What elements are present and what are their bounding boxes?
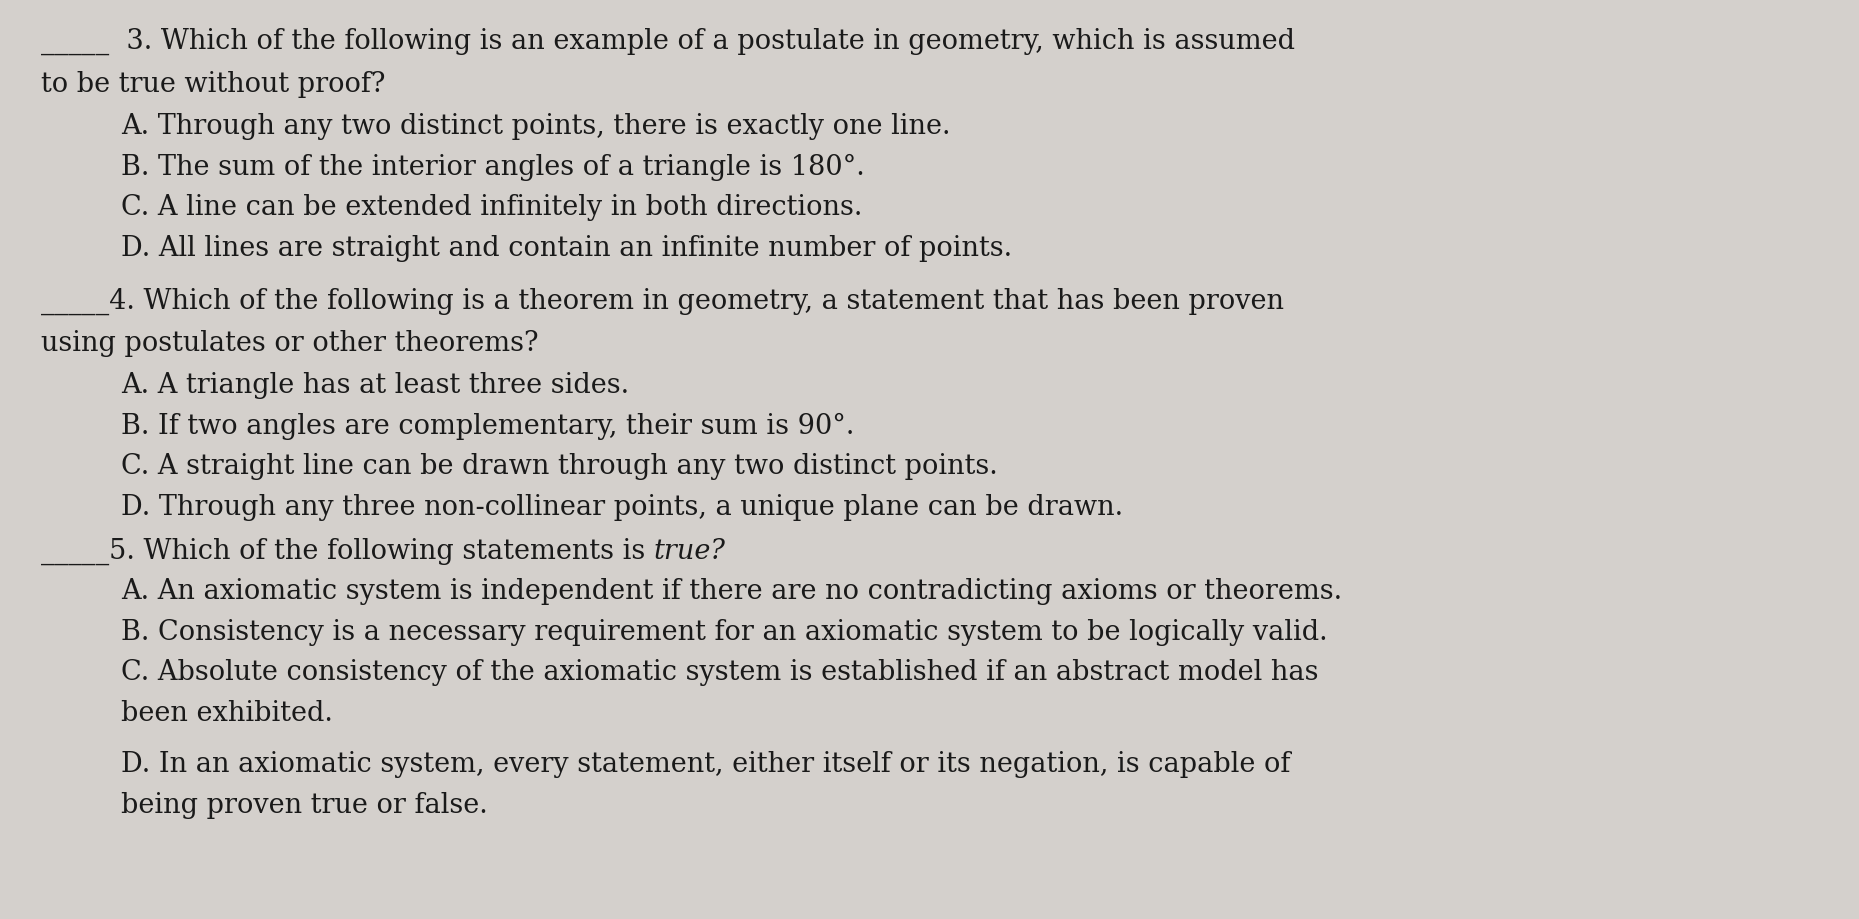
Text: C. A straight line can be drawn through any two distinct points.: C. A straight line can be drawn through … <box>121 453 998 481</box>
Text: to be true without proof?: to be true without proof? <box>41 71 385 98</box>
Text: being proven true or false.: being proven true or false. <box>121 791 487 819</box>
Text: been exhibited.: been exhibited. <box>121 699 333 727</box>
Text: B. If two angles are complementary, their sum is 90°.: B. If two angles are complementary, thei… <box>121 413 853 440</box>
Text: _____  3. Which of the following is an example of a postulate in geometry, which: _____ 3. Which of the following is an ex… <box>41 28 1296 55</box>
Text: B. Consistency is a necessary requirement for an axiomatic system to be logicall: B. Consistency is a necessary requiremen… <box>121 618 1327 646</box>
Text: A. A triangle has at least three sides.: A. A triangle has at least three sides. <box>121 372 628 400</box>
Text: D. All lines are straight and contain an infinite number of points.: D. All lines are straight and contain an… <box>121 234 1011 262</box>
Text: true?: true? <box>654 538 725 565</box>
Text: C. Absolute consistency of the axiomatic system is established if an abstract mo: C. Absolute consistency of the axiomatic… <box>121 659 1318 686</box>
Text: D. Through any three non-collinear points, a unique plane can be drawn.: D. Through any three non-collinear point… <box>121 494 1123 521</box>
Text: B. The sum of the interior angles of a triangle is 180°.: B. The sum of the interior angles of a t… <box>121 153 864 181</box>
Text: A. Through any two distinct points, there is exactly one line.: A. Through any two distinct points, ther… <box>121 113 950 141</box>
Text: C. A line can be extended infinitely in both directions.: C. A line can be extended infinitely in … <box>121 194 863 221</box>
Text: A. An axiomatic system is independent if there are no contradicting axioms or th: A. An axiomatic system is independent if… <box>121 578 1342 606</box>
Text: using postulates or other theorems?: using postulates or other theorems? <box>41 330 539 357</box>
Text: _____5. Which of the following statements is: _____5. Which of the following statement… <box>41 538 654 565</box>
Text: _____4. Which of the following is a theorem in geometry, a statement that has be: _____4. Which of the following is a theo… <box>41 288 1285 315</box>
Text: D. In an axiomatic system, every statement, either itself or its negation, is ca: D. In an axiomatic system, every stateme… <box>121 751 1290 778</box>
